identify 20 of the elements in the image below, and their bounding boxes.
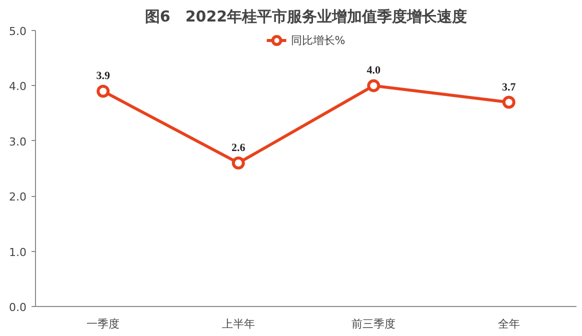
data-label: 3.7 (502, 81, 516, 94)
y-tick-label: 3.0 (9, 135, 27, 148)
x-tick-label: 前三季度 (352, 318, 396, 330)
y-tick-label: 5.0 (9, 25, 27, 38)
y-tick-label: 4.0 (9, 80, 27, 94)
data-label: 4.0 (366, 64, 381, 77)
y-tick-label: 0.0 (9, 301, 27, 314)
point (367, 79, 380, 92)
point (502, 96, 516, 109)
x-tick-label: 上半年 (222, 318, 255, 330)
data-label: 3.9 (96, 70, 110, 82)
y-tick-label: 1.0 (9, 246, 27, 259)
point (96, 84, 110, 98)
y-tick-label: 2.0 (9, 190, 27, 204)
legend-label: 同比增长% (290, 32, 346, 48)
point (232, 156, 245, 170)
chart-title: 图6 2022年桂平市服务业增加值季度增长速度 (144, 8, 468, 26)
x-tick-label: 一季度 (86, 318, 120, 330)
x-tick-label: 全年 (498, 318, 520, 330)
data-label: 2.6 (232, 142, 246, 154)
